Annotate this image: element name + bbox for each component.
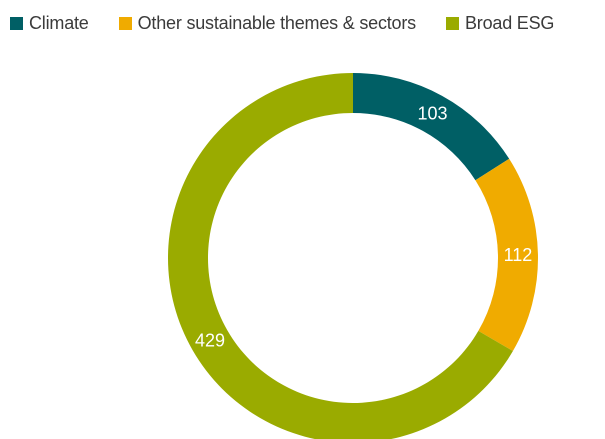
- legend-label-other-sustainable: Other sustainable themes & sectors: [137, 12, 417, 33]
- legend-label-broad-esg: Broad ESG: [464, 12, 555, 33]
- legend-label-climate: Climate: [29, 12, 89, 33]
- legend-swatch-broad-esg: [445, 16, 459, 30]
- data-label-climate: 103: [417, 103, 447, 123]
- data-label-broad-esg: 429: [195, 330, 225, 350]
- legend-swatch-climate: [10, 16, 23, 30]
- legend-item-broad-esg: Broad ESG: [445, 12, 555, 34]
- donut-slice-other-sustainable: [475, 158, 538, 352]
- chart-legend: Climate Other sustainable themes & secto…: [10, 10, 554, 36]
- donut-slice-climate: [353, 73, 510, 181]
- legend-item-other-sustainable: Other sustainable themes & sectors: [118, 12, 417, 34]
- data-label-other-sustainable: 112: [504, 245, 533, 265]
- legend-swatch-other-sustainable: [118, 16, 132, 30]
- legend-item-climate: Climate: [10, 13, 89, 34]
